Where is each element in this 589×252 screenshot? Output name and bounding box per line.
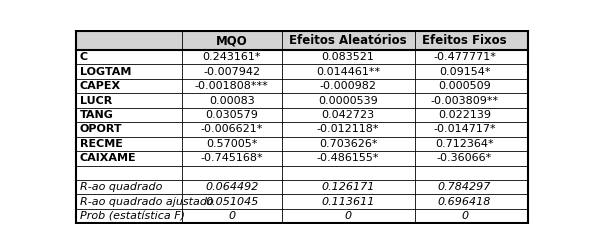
- Text: -0.000982: -0.000982: [320, 81, 377, 91]
- Text: C: C: [80, 52, 88, 62]
- Text: -0.745168*: -0.745168*: [200, 153, 263, 163]
- Text: R-ao quadrado: R-ao quadrado: [80, 182, 162, 192]
- Bar: [76, 31, 528, 50]
- Text: LOGTAM: LOGTAM: [80, 67, 131, 77]
- Text: 0.083521: 0.083521: [322, 52, 375, 62]
- Text: -0.36066*: -0.36066*: [437, 153, 492, 163]
- Text: Prob (estatística F): Prob (estatística F): [80, 211, 184, 221]
- Text: 0.0000539: 0.0000539: [318, 96, 378, 106]
- Text: -0.006621*: -0.006621*: [201, 124, 263, 134]
- Text: 0.703626*: 0.703626*: [319, 139, 378, 149]
- Text: -0.486155*: -0.486155*: [317, 153, 379, 163]
- Text: 0.030579: 0.030579: [206, 110, 258, 120]
- Text: 0.09154*: 0.09154*: [439, 67, 490, 77]
- Text: 0.243161*: 0.243161*: [203, 52, 261, 62]
- Text: -0.001808***: -0.001808***: [195, 81, 269, 91]
- Text: 0: 0: [229, 211, 236, 221]
- Text: RECME: RECME: [80, 139, 123, 149]
- Text: TANG: TANG: [80, 110, 114, 120]
- Text: CAIXAME: CAIXAME: [80, 153, 136, 163]
- Text: R-ao quadrado ajustado: R-ao quadrado ajustado: [80, 197, 213, 207]
- Text: Efeitos Fixos: Efeitos Fixos: [422, 34, 507, 47]
- Text: 0.014461**: 0.014461**: [316, 67, 380, 77]
- Text: -0.003809**: -0.003809**: [431, 96, 499, 106]
- Text: 0.712364*: 0.712364*: [435, 139, 494, 149]
- Text: 0.042723: 0.042723: [322, 110, 375, 120]
- Text: -0.012118*: -0.012118*: [317, 124, 379, 134]
- Text: 0.064492: 0.064492: [205, 182, 259, 192]
- Text: 0.57005*: 0.57005*: [206, 139, 257, 149]
- Text: 0.00083: 0.00083: [209, 96, 254, 106]
- Text: 0.784297: 0.784297: [438, 182, 491, 192]
- Text: MQO: MQO: [216, 34, 248, 47]
- Text: 0.000509: 0.000509: [438, 81, 491, 91]
- Text: OPORT: OPORT: [80, 124, 122, 134]
- Text: 0.051045: 0.051045: [205, 197, 259, 207]
- Text: 0: 0: [345, 211, 352, 221]
- Text: Efeitos Aleatórios: Efeitos Aleatórios: [289, 34, 407, 47]
- Text: 0.696418: 0.696418: [438, 197, 491, 207]
- Text: LUCR: LUCR: [80, 96, 112, 106]
- Text: 0.113611: 0.113611: [322, 197, 375, 207]
- Text: -0.007942: -0.007942: [203, 67, 260, 77]
- Text: -0.014717*: -0.014717*: [434, 124, 496, 134]
- Text: 0: 0: [461, 211, 468, 221]
- Text: CAPEX: CAPEX: [80, 81, 121, 91]
- Text: 0.022139: 0.022139: [438, 110, 491, 120]
- Text: 0.126171: 0.126171: [322, 182, 375, 192]
- Text: -0.477771*: -0.477771*: [433, 52, 496, 62]
